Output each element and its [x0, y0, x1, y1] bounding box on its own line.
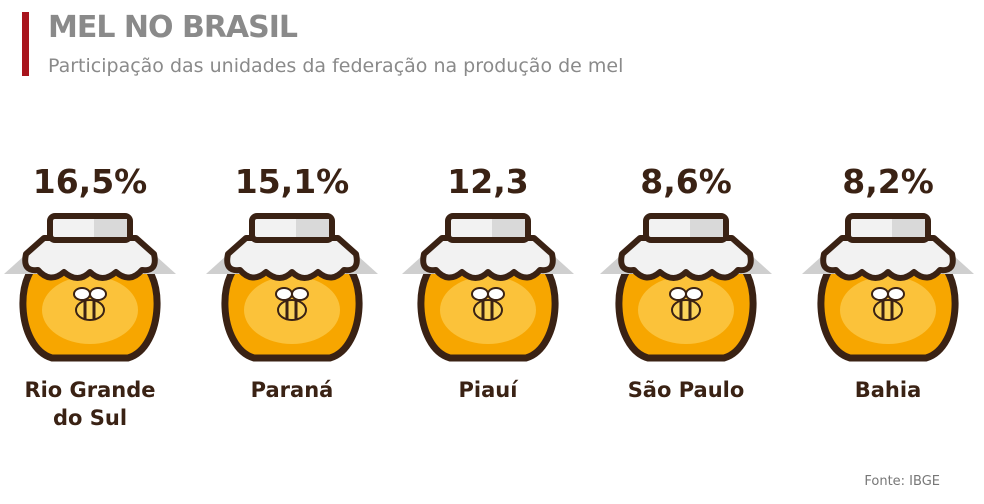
jar	[402, 213, 574, 362]
bee-wing	[275, 287, 293, 301]
chart-subtitle: Participação das unidades da federação n…	[48, 55, 624, 77]
value-label: 12,3	[447, 162, 529, 201]
value-label: 8,2%	[842, 162, 934, 201]
bee-wing	[887, 287, 905, 301]
bee-wing	[73, 287, 91, 301]
lid-shade	[94, 219, 127, 237]
jar	[600, 213, 772, 362]
bee-wing	[487, 287, 505, 301]
bee-stripes	[83, 301, 96, 319]
category-label: Bahia	[854, 378, 922, 402]
bee-stripes	[481, 301, 494, 319]
bee-body	[75, 299, 105, 321]
category-label: Piauí	[458, 378, 518, 402]
value-label: 8,6%	[640, 162, 732, 201]
value-label: 16,5%	[32, 162, 148, 201]
lid-shade	[492, 219, 525, 237]
bee-body	[277, 299, 307, 321]
category-label: Paraná	[250, 378, 334, 402]
jar	[802, 213, 974, 362]
category-label: Rio Grande do Sul	[24, 378, 156, 430]
cloth	[618, 235, 754, 281]
bee-wing	[291, 287, 309, 301]
lid-shade	[296, 219, 329, 237]
bee-wing	[669, 287, 687, 301]
value-label: 15,1%	[234, 162, 350, 201]
chart-title: MEL NO BRASIL	[48, 10, 298, 45]
cloth	[820, 235, 956, 281]
bee-body	[873, 299, 903, 321]
source-note: Fonte: IBGE	[864, 474, 940, 489]
bee-wing	[685, 287, 703, 301]
category-label: São Paulo	[627, 378, 745, 402]
bee-wing	[89, 287, 107, 301]
cloth	[420, 235, 556, 281]
bee-body	[671, 299, 701, 321]
lid-shade	[690, 219, 723, 237]
accent-bar	[22, 12, 29, 76]
bee-wing	[471, 287, 489, 301]
bee-stripes	[679, 301, 692, 319]
bee-body	[473, 299, 503, 321]
jar	[206, 213, 378, 362]
bee-stripes	[881, 301, 894, 319]
cloth	[224, 235, 360, 281]
bee-wing	[871, 287, 889, 301]
jar	[4, 213, 176, 362]
bee-stripes	[285, 301, 298, 319]
cloth	[22, 235, 158, 281]
lid-shade	[892, 219, 925, 237]
